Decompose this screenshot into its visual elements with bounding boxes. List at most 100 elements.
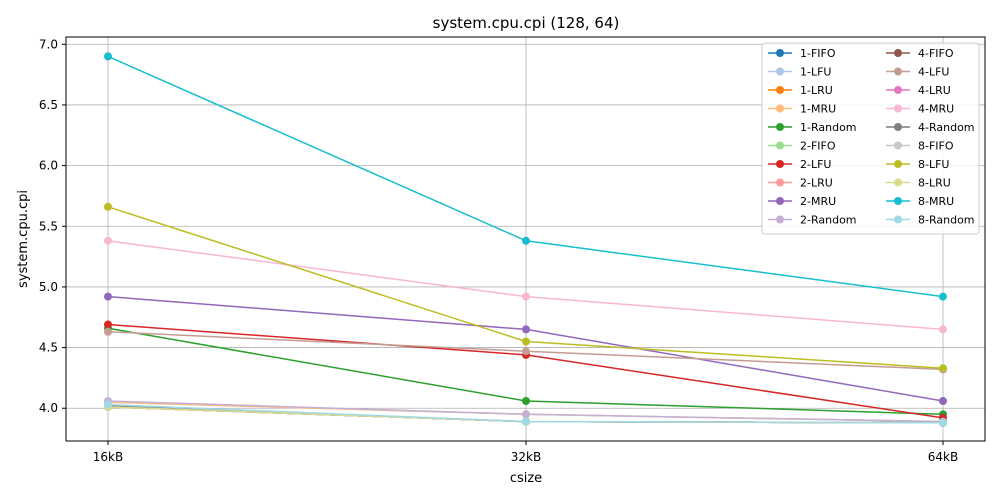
series-layer — [104, 52, 947, 427]
legend-label: 4-FIFO — [918, 47, 954, 60]
legend-item-8-mru: 8-MRU — [886, 195, 954, 208]
legend-swatch-marker — [776, 197, 784, 205]
data-point-2-random — [522, 410, 530, 419]
series-line-4-mru — [107, 240, 944, 331]
x-axis: 16kB 32kB 64kB — [93, 441, 958, 464]
legend-label: 4-Random — [918, 121, 975, 134]
legend-item-8-lfu: 8-LFU — [886, 158, 949, 171]
data-point-8-lfu — [939, 364, 947, 373]
y-tick-label: 6.0 — [39, 159, 58, 173]
legend-label: 2-LFU — [800, 158, 831, 171]
legend-item-1-lfu: 1-LFU — [768, 66, 831, 79]
legend-item-4-fifo: 4-FIFO — [886, 47, 954, 60]
legend-label: 1-MRU — [800, 103, 836, 116]
legend-label: 2-LRU — [800, 177, 833, 190]
x-axis-label: csize — [510, 471, 542, 486]
legend-swatch-marker — [776, 49, 784, 57]
y-tick-label: 4.5 — [39, 341, 58, 355]
data-point-8-random — [104, 400, 112, 409]
legend-item-8-lru: 8-LRU — [886, 177, 951, 190]
data-point-8-lfu — [104, 202, 112, 211]
legend-item-8-fifo: 8-FIFO — [886, 140, 954, 153]
legend-swatch-marker — [776, 104, 784, 113]
legend-label: 8-LRU — [918, 177, 951, 190]
data-point-4-lfu — [522, 347, 530, 356]
legend-item-4-lru: 4-LRU — [886, 84, 951, 97]
legend-swatch-marker — [894, 104, 902, 113]
series-2-lfu — [104, 320, 947, 422]
legend-swatch-marker — [894, 49, 902, 57]
legend-item-2-fifo: 2-FIFO — [768, 140, 836, 153]
legend-item-4-lfu: 4-LFU — [886, 66, 949, 79]
data-point-2-lfu — [104, 320, 112, 329]
legend-swatch-marker — [894, 123, 902, 131]
legend-item-1-fifo: 1-FIFO — [768, 47, 836, 60]
legend-swatch-marker — [894, 197, 902, 205]
data-point-8-mru — [522, 236, 530, 245]
legend-item-4-random: 4-Random — [886, 121, 975, 134]
legend-swatch-marker — [894, 86, 902, 94]
legend-item-2-random: 2-Random — [768, 214, 857, 227]
legend-item-4-mru: 4-MRU — [886, 103, 954, 116]
legend-swatch-marker — [776, 86, 784, 94]
data-point-8-mru — [104, 52, 112, 61]
legend-label: 8-FIFO — [918, 140, 954, 153]
legend-item-2-mru: 2-MRU — [768, 195, 836, 208]
data-point-8-mru — [939, 292, 947, 301]
legend-label: 2-Random — [800, 214, 857, 227]
legend-swatch-marker — [776, 160, 784, 168]
legend-swatch-marker — [776, 141, 784, 150]
legend-label: 2-MRU — [800, 195, 836, 208]
legend-swatch-marker — [776, 67, 784, 76]
legend-swatch-marker — [894, 160, 902, 168]
series-4-lfu — [104, 327, 947, 374]
y-tick-label: 6.5 — [39, 98, 58, 112]
data-point-2-mru — [939, 397, 947, 405]
legend-label: 1-LRU — [800, 84, 833, 97]
series-8-random — [104, 400, 947, 427]
legend-item-2-lfu: 2-LFU — [768, 158, 831, 171]
y-tick-label: 7.0 — [39, 37, 58, 51]
legend-item-8-random: 8-Random — [886, 214, 975, 227]
chart-title: system.cpu.cpi (128, 64) — [433, 14, 620, 32]
data-point-1-random — [522, 397, 530, 405]
legend-swatch-marker — [894, 215, 902, 224]
legend-label: 1-FIFO — [800, 47, 836, 60]
x-tick-label: 64kB — [928, 450, 958, 464]
y-axis-label: system.cpu.cpi — [16, 190, 31, 288]
y-axis: 4.0 4.5 5.0 5.5 6.0 6.5 7.0 — [39, 37, 66, 415]
legend-label: 4-LFU — [918, 66, 949, 79]
legend-swatch-marker — [894, 141, 902, 150]
legend-swatch-marker — [894, 67, 902, 76]
series-4-mru — [104, 236, 947, 334]
data-point-8-random — [522, 417, 530, 426]
data-point-8-lfu — [522, 337, 530, 346]
x-tick-label: 16kB — [93, 450, 123, 464]
legend-swatch-marker — [776, 178, 784, 187]
legend-label: 1-Random — [800, 121, 857, 134]
legend-label: 1-LFU — [800, 66, 831, 79]
series-8-mru — [104, 52, 947, 301]
legend-label: 2-FIFO — [800, 140, 836, 153]
legend-swatch-marker — [776, 215, 784, 224]
legend-swatch-marker — [776, 123, 784, 131]
legend-item-1-lru: 1-LRU — [768, 84, 833, 97]
legend-label: 8-MRU — [918, 195, 954, 208]
legend-item-1-random: 1-Random — [768, 121, 857, 134]
y-tick-label: 5.0 — [39, 280, 58, 294]
y-tick-label: 5.5 — [39, 219, 58, 233]
data-point-8-random — [939, 418, 947, 427]
data-point-4-mru — [522, 292, 530, 301]
legend-item-1-mru: 1-MRU — [768, 103, 836, 116]
legend: 1-FIFO 1-LFU 1-LRU 1-MRU 1-Random 2-FIFO 2-LFU… — [761, 42, 980, 235]
legend-label: 4-MRU — [918, 103, 954, 116]
legend-item-2-lru: 2-LRU — [768, 177, 833, 190]
data-point-4-mru — [104, 236, 112, 245]
legend-label: 4-LRU — [918, 84, 951, 97]
data-point-2-mru — [522, 325, 530, 334]
legend-frame — [761, 42, 980, 235]
legend-label: 8-Random — [918, 214, 975, 227]
legend-swatch-marker — [894, 178, 902, 187]
legend-label: 8-LFU — [918, 158, 949, 171]
